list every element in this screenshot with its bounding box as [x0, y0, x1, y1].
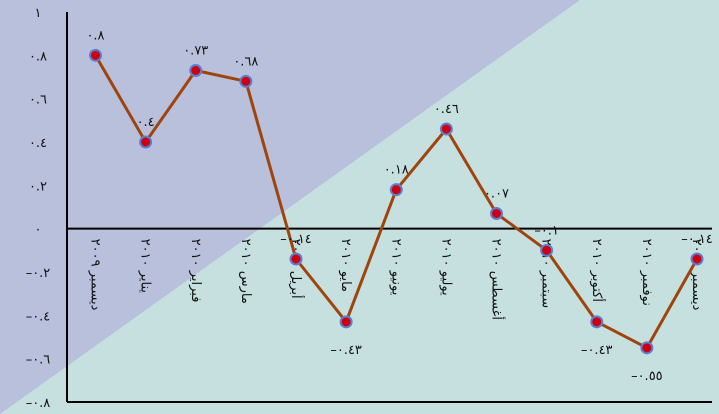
x-category-label: يونيو ٢٠١٠	[388, 239, 403, 296]
data-labels: ٠.٨ ٠.٤ ٠.٧٣ ٠.٦٨ –٠.١٤ –٠.٤٣ ٠.١٨ ٠.٤٦ ٠.٠٧ –٠.١…	[86, 28, 712, 384]
data-point	[490, 207, 503, 220]
y-tick-label: –٠.٢	[26, 266, 51, 281]
data-point	[640, 341, 654, 355]
y-tick-label: –٠.٦	[26, 353, 51, 368]
data-point	[89, 48, 102, 62]
data-label: ٠.٧٣	[183, 44, 208, 59]
data-point	[289, 252, 303, 266]
x-axis-categories: ديسمبر ٢٠٠٩ يناير ٢٠١٠ فبراير ٢٠١٠ مارس ٢٠١…	[88, 239, 705, 320]
x-category-label: يوليو ٢٠١٠	[438, 239, 453, 296]
data-label: ٠.٦٨	[233, 54, 258, 69]
data-point	[690, 252, 704, 266]
x-category-label: مارس ٢٠١٠	[238, 239, 253, 304]
x-category-label: أغسطس ٢٠١٠	[489, 239, 506, 320]
data-point	[139, 135, 153, 149]
data-label: ٠.٤٦	[434, 102, 459, 117]
data-label: ٠.٨	[86, 28, 104, 43]
data-label: ٠.١٨	[384, 163, 409, 178]
x-category-label: مايو ٢٠١٠	[338, 239, 353, 292]
data-point	[590, 315, 604, 329]
data-point	[339, 315, 353, 329]
data-label: –٠.١	[534, 223, 559, 238]
y-tick-label: ١	[35, 6, 42, 21]
data-label: ٠.٤	[137, 115, 155, 130]
data-point	[189, 64, 203, 77]
y-tick-label: ٠.٨	[29, 49, 47, 64]
data-series	[89, 48, 704, 355]
data-label: –٠.٥٥	[631, 369, 663, 384]
data-label: –٠.٤٣	[330, 343, 362, 358]
background-upper	[0, 0, 580, 414]
x-category-label: أبريل ٢٠١٠	[288, 239, 305, 299]
data-label: –٠.١٤	[280, 232, 312, 247]
y-tick-label: –٠.٨	[26, 396, 51, 411]
y-tick-label: ٠.٢	[29, 179, 47, 194]
data-point	[239, 74, 253, 88]
data-point	[439, 122, 453, 136]
x-category-label: ديسمبر ٢٠١٠	[689, 239, 704, 311]
data-label: ٠.٠٧	[484, 187, 509, 202]
data-point	[389, 183, 403, 197]
y-axis-ticks: ١ ٠.٨ ٠.٦ ٠.٤ ٠.٢ ٠ –٠.٢ –٠.٤ –٠.٦ –٠.٨	[26, 6, 51, 411]
x-category-label: ديسمبر ٢٠٠٩	[88, 239, 103, 311]
x-category-label: يناير ٢٠١٠	[138, 239, 153, 294]
x-category-label: فبراير ٢٠١٠	[188, 239, 203, 303]
y-tick-label: –٠.٤	[26, 309, 51, 324]
x-category-label: أكتوبر ٢٠١٠	[589, 239, 606, 302]
y-tick-label: ٠.٦	[29, 93, 47, 108]
data-point	[540, 243, 554, 257]
data-label: –٠.١٤	[681, 232, 713, 247]
y-tick-label: ٠	[35, 223, 42, 238]
data-label: –٠.٤٣	[581, 343, 613, 358]
chart-axes	[66, 12, 712, 403]
y-tick-label: ٠.٤	[29, 136, 47, 151]
x-category-label: نوفمبر ٢٠١٠	[639, 239, 654, 306]
